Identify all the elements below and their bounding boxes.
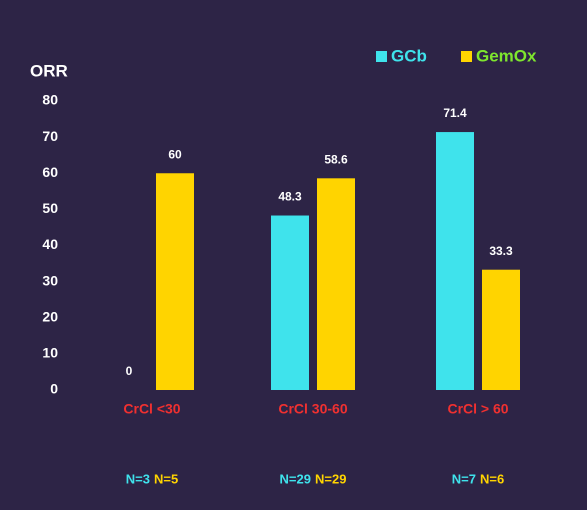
n-label: N=29 — [280, 471, 311, 486]
y-tick-label: 0 — [50, 381, 58, 397]
value-label: 58.6 — [324, 152, 348, 166]
n-label: N=7 — [452, 471, 476, 486]
bar — [482, 269, 520, 390]
x-tick-label: CrCl > 60 — [447, 401, 508, 417]
y-tick-label: 30 — [42, 272, 58, 288]
y-tick-label: 80 — [42, 92, 58, 108]
n-label: N=5 — [154, 471, 178, 486]
x-tick-label: CrCl 30-60 — [278, 401, 347, 417]
value-label: 48.3 — [278, 190, 302, 204]
value-label: 71.4 — [443, 106, 467, 120]
y-tick-label: 10 — [42, 345, 58, 361]
n-label: N=3 — [126, 471, 150, 486]
legend-label: GCb — [391, 46, 427, 65]
y-tick-label: 70 — [42, 128, 58, 144]
value-label: 60 — [168, 147, 182, 161]
n-label: N=6 — [480, 471, 504, 486]
bar — [317, 178, 355, 390]
legend-swatch — [376, 51, 387, 62]
n-label: N=29 — [315, 471, 346, 486]
bar — [271, 215, 309, 390]
y-axis-label: ORR — [30, 61, 68, 80]
bar — [156, 173, 194, 390]
legend-label: GemOx — [476, 46, 537, 65]
y-tick-label: 60 — [42, 164, 58, 180]
x-tick-label: CrCl <30 — [123, 401, 180, 417]
y-tick-label: 20 — [42, 308, 58, 324]
value-label: 0 — [126, 364, 133, 378]
legend-swatch — [461, 51, 472, 62]
value-label: 33.3 — [489, 244, 513, 258]
y-tick-label: 40 — [42, 236, 58, 252]
bar — [436, 132, 474, 390]
y-tick-label: 50 — [42, 200, 58, 216]
